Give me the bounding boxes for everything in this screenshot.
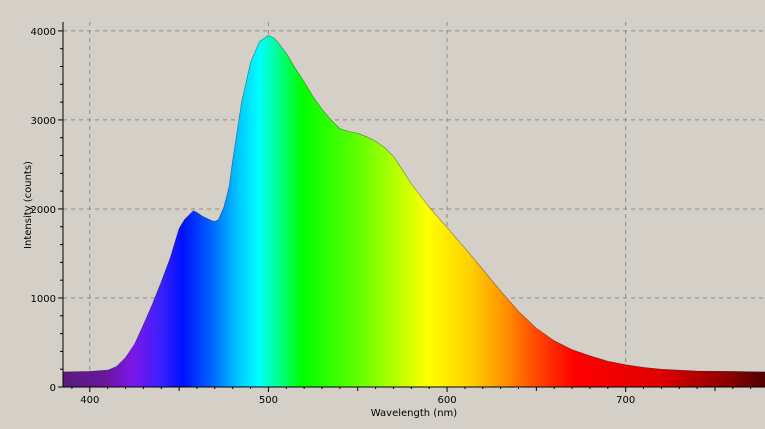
y-axis-ticks: 0 1000 2000 3000 4000 [31, 27, 63, 394]
x-tick-label: 700 [616, 395, 635, 406]
x-axis-title: Wavelength (nm) [371, 408, 457, 419]
y-tick-label: 0 [50, 383, 56, 394]
x-tick-label: 500 [259, 395, 278, 406]
y-tick-label: 2000 [31, 205, 56, 216]
y-tick-label: 4000 [31, 27, 56, 38]
y-axis-title: Intensity (counts) [23, 161, 34, 249]
x-axis-ticks: 400 500 600 700 [71, 387, 752, 406]
y-tick-label: 1000 [31, 294, 56, 305]
x-tick-label: 600 [437, 395, 456, 406]
y-tick-label: 3000 [31, 116, 56, 127]
spectrum-line [62, 35, 765, 373]
x-tick-label: 400 [80, 395, 99, 406]
spectrum-area [63, 35, 765, 388]
